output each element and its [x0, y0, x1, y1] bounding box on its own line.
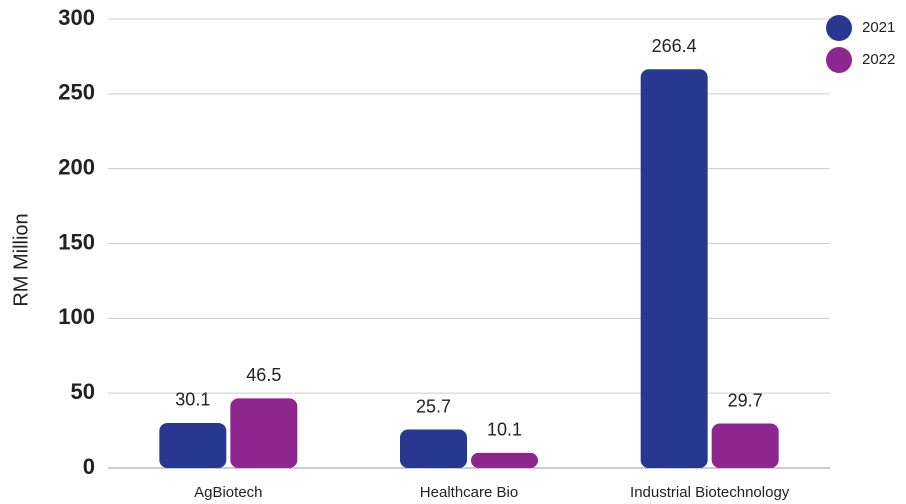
bar	[640, 69, 708, 469]
y-tick-label: 300	[58, 5, 95, 30]
value-label: 29.7	[728, 390, 763, 410]
y-axis-label: RM Million	[10, 213, 32, 306]
value-label: 25.7	[416, 396, 451, 416]
y-tick-label: 0	[83, 454, 95, 479]
bar	[471, 452, 538, 468]
legend-label: 2021	[862, 19, 895, 36]
legend-label: 2022	[862, 51, 895, 68]
y-tick-label: 100	[58, 304, 95, 329]
x-tick-label: Industrial Biotechnology	[630, 484, 790, 501]
y-tick-label: 150	[58, 229, 95, 254]
bar	[159, 422, 227, 468]
y-tick-label: 200	[58, 154, 95, 179]
legend-marker	[826, 15, 852, 41]
legend-marker	[826, 47, 852, 73]
value-label: 10.1	[487, 420, 522, 440]
value-label: 30.1	[175, 390, 210, 410]
y-tick-label: 250	[58, 80, 95, 105]
x-tick-label: AgBiotech	[194, 484, 262, 501]
bar	[400, 429, 467, 468]
value-label: 46.5	[246, 365, 281, 385]
x-tick-label: Healthcare Bio	[420, 484, 518, 501]
y-tick-label: 50	[71, 379, 95, 404]
bar	[230, 398, 298, 468]
value-label: 266.4	[652, 36, 697, 56]
bar	[711, 423, 779, 468]
